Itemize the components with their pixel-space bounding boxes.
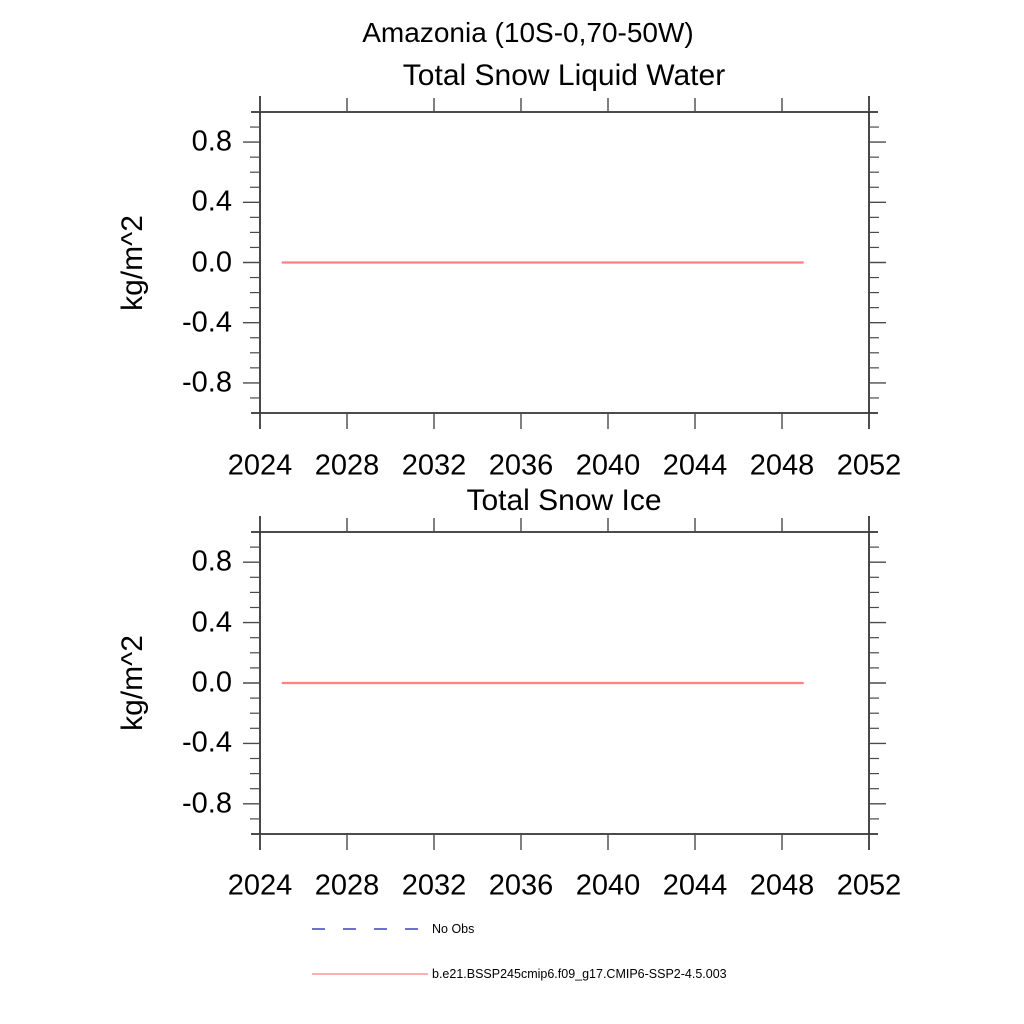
x-tick-label: 2036 (488, 869, 554, 902)
y-tick-label: 0.8 (191, 125, 232, 158)
panel-1-y-axis-label: kg/m^2 (116, 215, 149, 311)
main-title: Amazonia (10S-0,70-50W) (362, 17, 694, 48)
x-tick-label: 2044 (662, 869, 728, 902)
panel-1-title: Total Snow Liquid Water (402, 59, 726, 92)
y-tick-label: -0.4 (182, 306, 232, 339)
y-tick-label: 0.4 (191, 185, 232, 218)
x-tick-label: 2028 (314, 449, 380, 482)
y-tick-label: 0.4 (191, 606, 232, 639)
x-tick-label: 2024 (227, 869, 293, 902)
y-tick-label: 0.8 (191, 545, 232, 578)
x-tick-label: 2048 (749, 869, 815, 902)
x-tick-label: 2052 (836, 449, 902, 482)
legend-label-model-run: b.e21.BSSP245cmip6.f09_g17.CMIP6-SSP2-4.… (432, 967, 727, 981)
x-tick-label: 2048 (749, 449, 815, 482)
x-tick-label: 2040 (575, 869, 641, 902)
y-tick-label: 0.0 (191, 666, 232, 699)
x-tick-label: 2052 (836, 869, 902, 902)
y-tick-label: -0.8 (182, 787, 232, 820)
x-tick-label: 2044 (662, 449, 728, 482)
x-tick-label: 2040 (575, 449, 641, 482)
x-tick-label: 2032 (401, 449, 467, 482)
legend-label-no-obs: No Obs (432, 922, 475, 936)
y-tick-label: 0.0 (191, 246, 232, 278)
panel-2-title: Total Snow Ice (466, 484, 662, 517)
x-tick-label: 2028 (314, 869, 380, 902)
x-tick-label: 2024 (227, 449, 293, 482)
x-tick-label: 2036 (488, 449, 554, 482)
y-tick-label: -0.4 (182, 726, 232, 759)
x-tick-label: 2032 (401, 869, 467, 902)
panel-2-y-axis-label: kg/m^2 (116, 635, 149, 731)
y-tick-label: -0.8 (182, 366, 232, 399)
